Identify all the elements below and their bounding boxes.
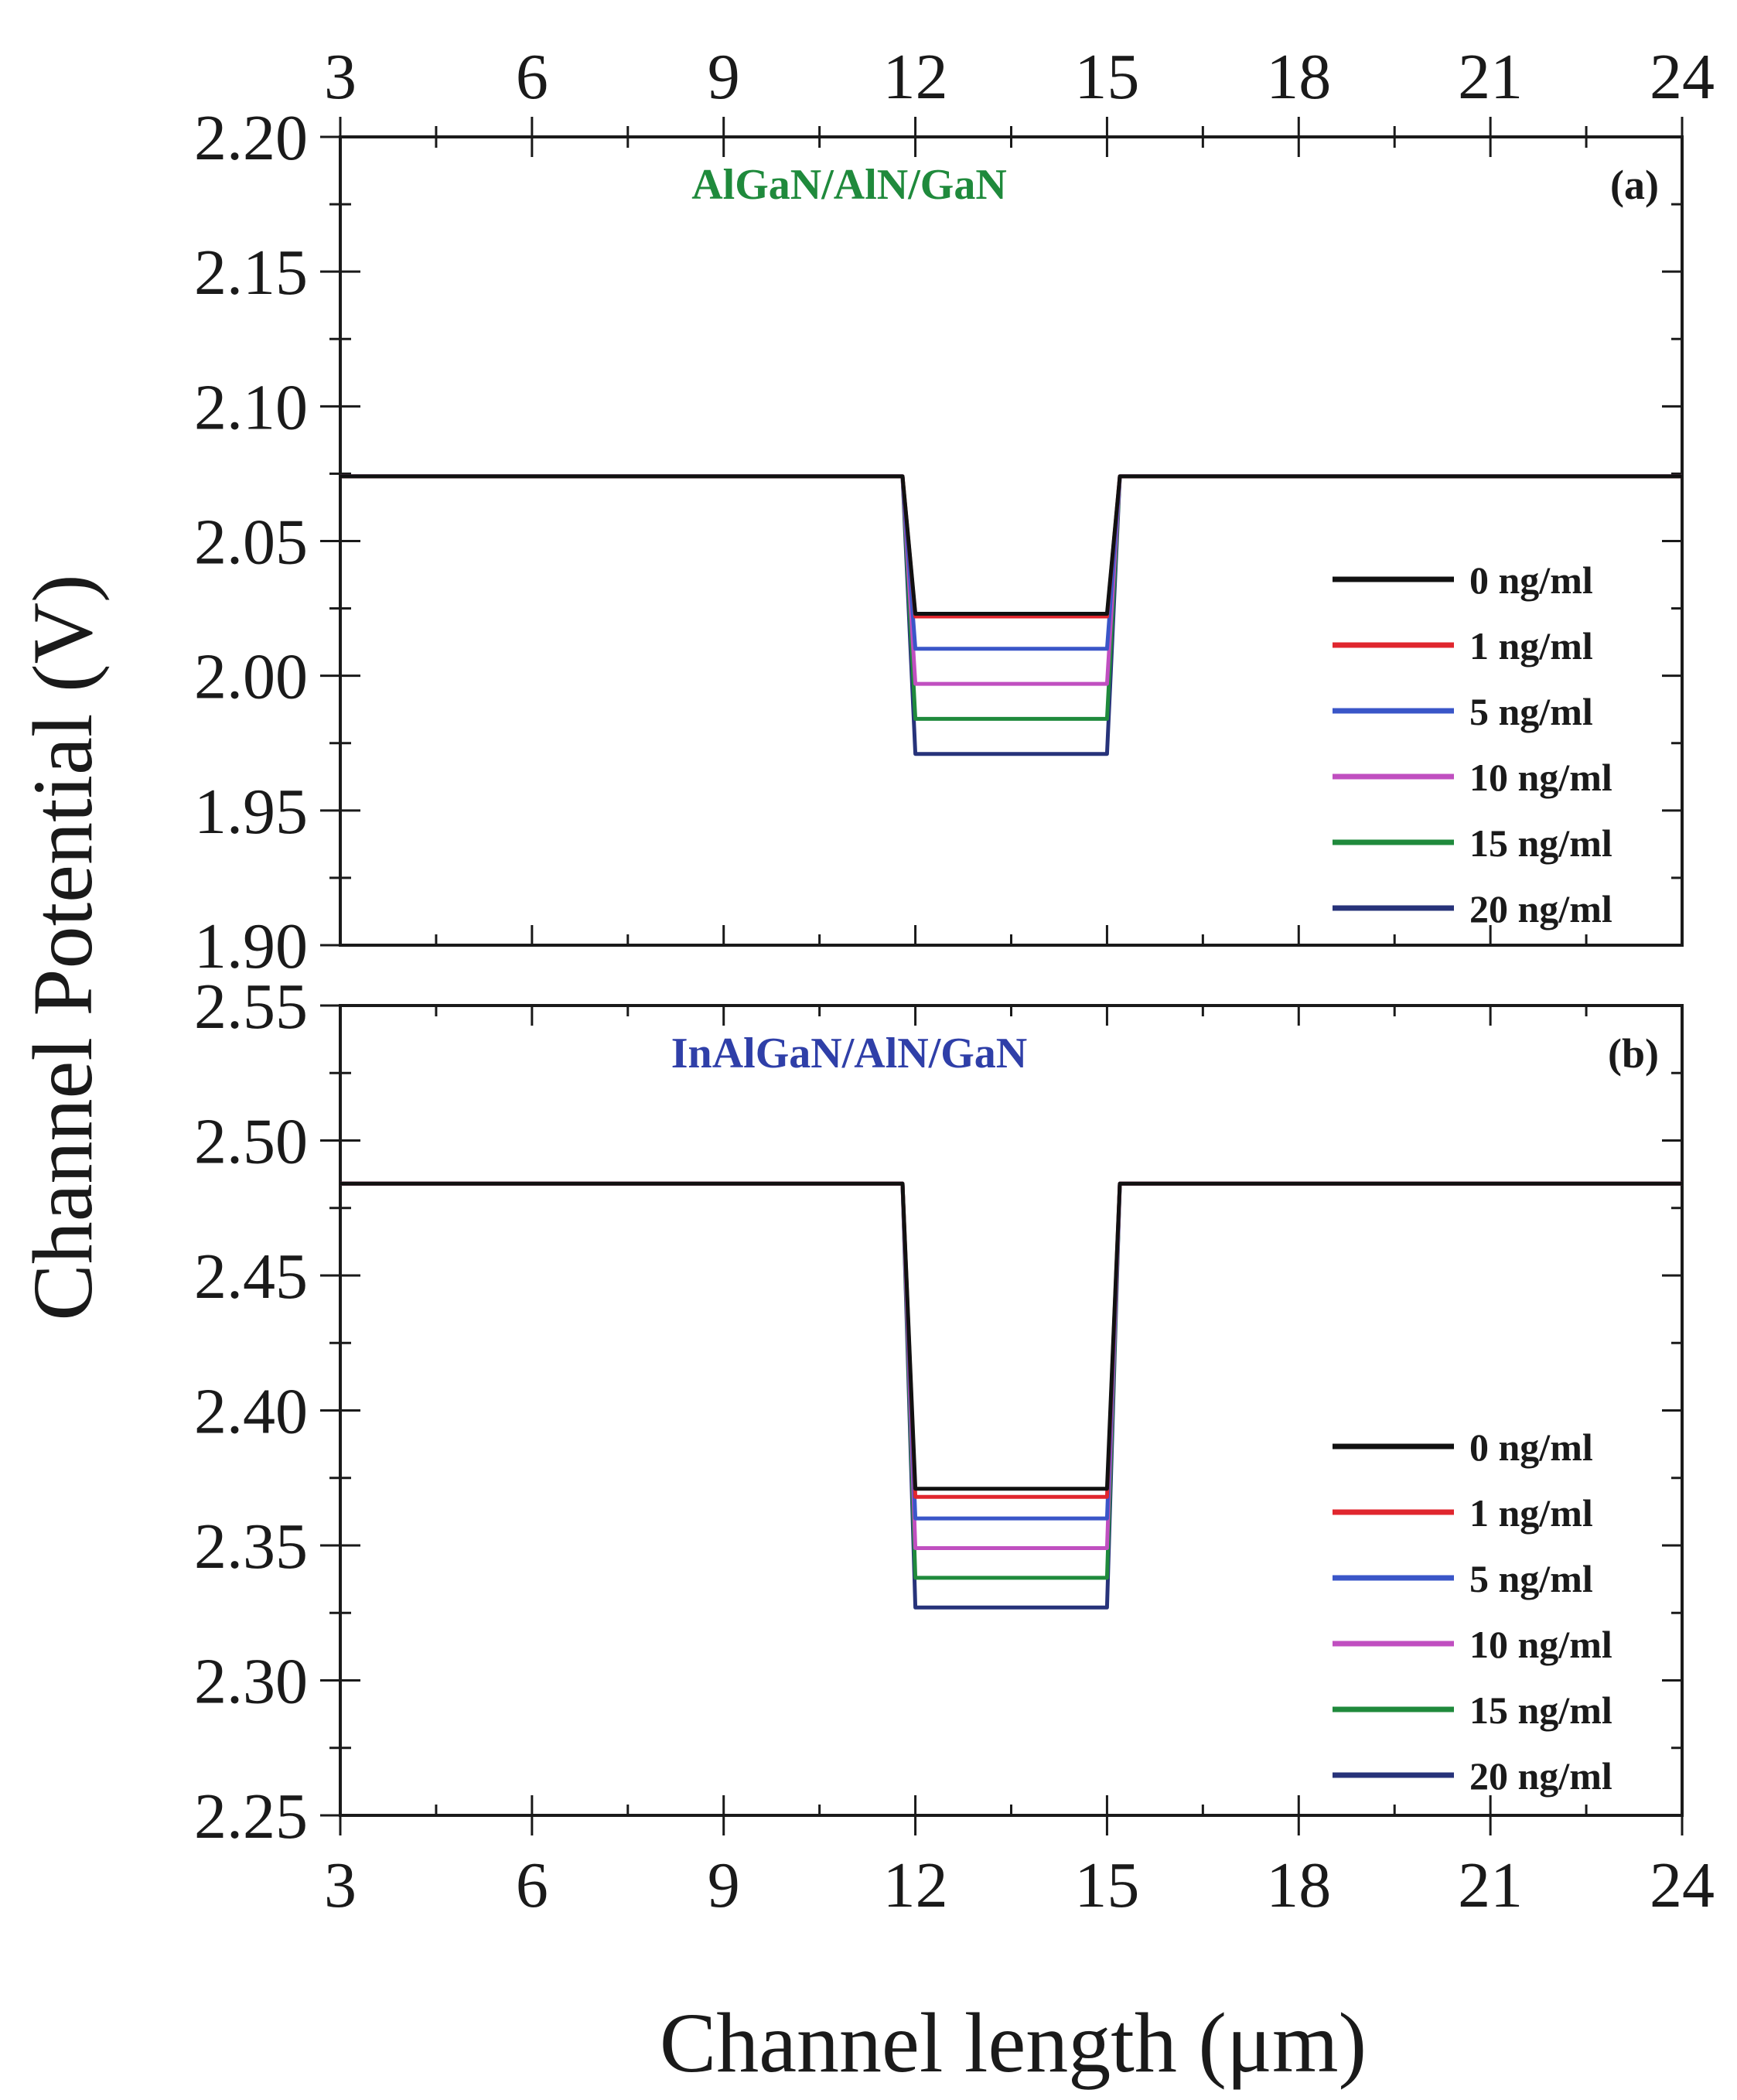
panel-tag: (a) bbox=[1610, 162, 1659, 208]
y-tick-label: 2.10 bbox=[194, 371, 308, 443]
y-tick-label: 1.95 bbox=[194, 776, 308, 848]
x-tick-label-top: 21 bbox=[1458, 41, 1523, 113]
x-tick-label: 12 bbox=[883, 1849, 948, 1921]
chart-panel-b: 3 6 9 12 15 18 21 24 2.25 2.30 2.35 2.40 2.45 2.50 2.5… bbox=[194, 971, 1715, 1921]
x-axis-title: Channel length (μm) bbox=[660, 1996, 1367, 2090]
legend-label: 15 ng/ml bbox=[1469, 821, 1612, 865]
x-tick-label: 18 bbox=[1266, 1849, 1331, 1921]
legend-label: 1 ng/ml bbox=[1469, 1491, 1593, 1535]
series-line-20-ng-per-ml bbox=[340, 1181, 1682, 1610]
x-tick-label: 9 bbox=[708, 1849, 740, 1921]
legend-label: 10 ng/ml bbox=[1469, 1623, 1612, 1666]
legend-label: 20 ng/ml bbox=[1469, 887, 1612, 930]
x-tick-label-top: 18 bbox=[1266, 41, 1331, 113]
x-tick-label: 15 bbox=[1074, 1849, 1139, 1921]
x-tick-label-top: 15 bbox=[1074, 41, 1139, 113]
series-line-0-ng-per-ml bbox=[340, 1181, 1682, 1491]
x-tick-label: 3 bbox=[324, 1849, 357, 1921]
panel-title: InAlGaN/AlN/GaN bbox=[671, 1030, 1028, 1077]
y-tick-label: 2.05 bbox=[194, 507, 308, 579]
panel-tag: (b) bbox=[1608, 1030, 1659, 1077]
x-tick-label-top: 3 bbox=[324, 41, 357, 113]
x-tick-label: 6 bbox=[516, 1849, 548, 1921]
panel-title: AlGaN/AlN/GaN bbox=[691, 161, 1007, 209]
x-tick-label: 24 bbox=[1650, 1849, 1715, 1921]
legend-label: 5 ng/ml bbox=[1469, 1557, 1593, 1600]
legend-label: 0 ng/ml bbox=[1469, 1426, 1593, 1469]
y-tick-label: 2.25 bbox=[194, 1781, 308, 1852]
x-tick-label-top: 12 bbox=[883, 41, 948, 113]
series-line-0-ng-per-ml bbox=[340, 474, 1682, 616]
y-axis-title: Channel Potential (V) bbox=[15, 574, 110, 1320]
legend-label: 1 ng/ml bbox=[1469, 624, 1593, 668]
x-tick-label-top: 24 bbox=[1650, 41, 1715, 113]
y-tick-label: 2.35 bbox=[194, 1511, 308, 1583]
y-tick-label: 2.55 bbox=[194, 971, 308, 1043]
y-tick-label: 2.00 bbox=[194, 641, 308, 713]
y-tick-label: 2.45 bbox=[194, 1241, 308, 1313]
x-tick-label-top: 6 bbox=[516, 41, 548, 113]
y-tick-label: 1.90 bbox=[194, 910, 308, 982]
legend-label: 10 ng/ml bbox=[1469, 756, 1612, 799]
legend-label: 15 ng/ml bbox=[1469, 1689, 1612, 1732]
chart-panel-a: 3 6 9 12 15 18 21 24 1.90 1.95 2.00 2.05 2.10 2.15 2.2… bbox=[194, 41, 1715, 982]
legend-label: 20 ng/ml bbox=[1469, 1754, 1612, 1798]
legend-label: 0 ng/ml bbox=[1469, 558, 1593, 602]
y-tick-label: 2.15 bbox=[194, 237, 308, 309]
x-tick-label: 21 bbox=[1458, 1849, 1523, 1921]
y-tick-label: 2.50 bbox=[194, 1106, 308, 1178]
y-tick-label: 2.30 bbox=[194, 1646, 308, 1718]
legend-label: 5 ng/ml bbox=[1469, 690, 1593, 733]
y-tick-label: 2.20 bbox=[194, 102, 308, 174]
y-tick-label: 2.40 bbox=[194, 1376, 308, 1448]
x-tick-label-top: 9 bbox=[708, 41, 740, 113]
